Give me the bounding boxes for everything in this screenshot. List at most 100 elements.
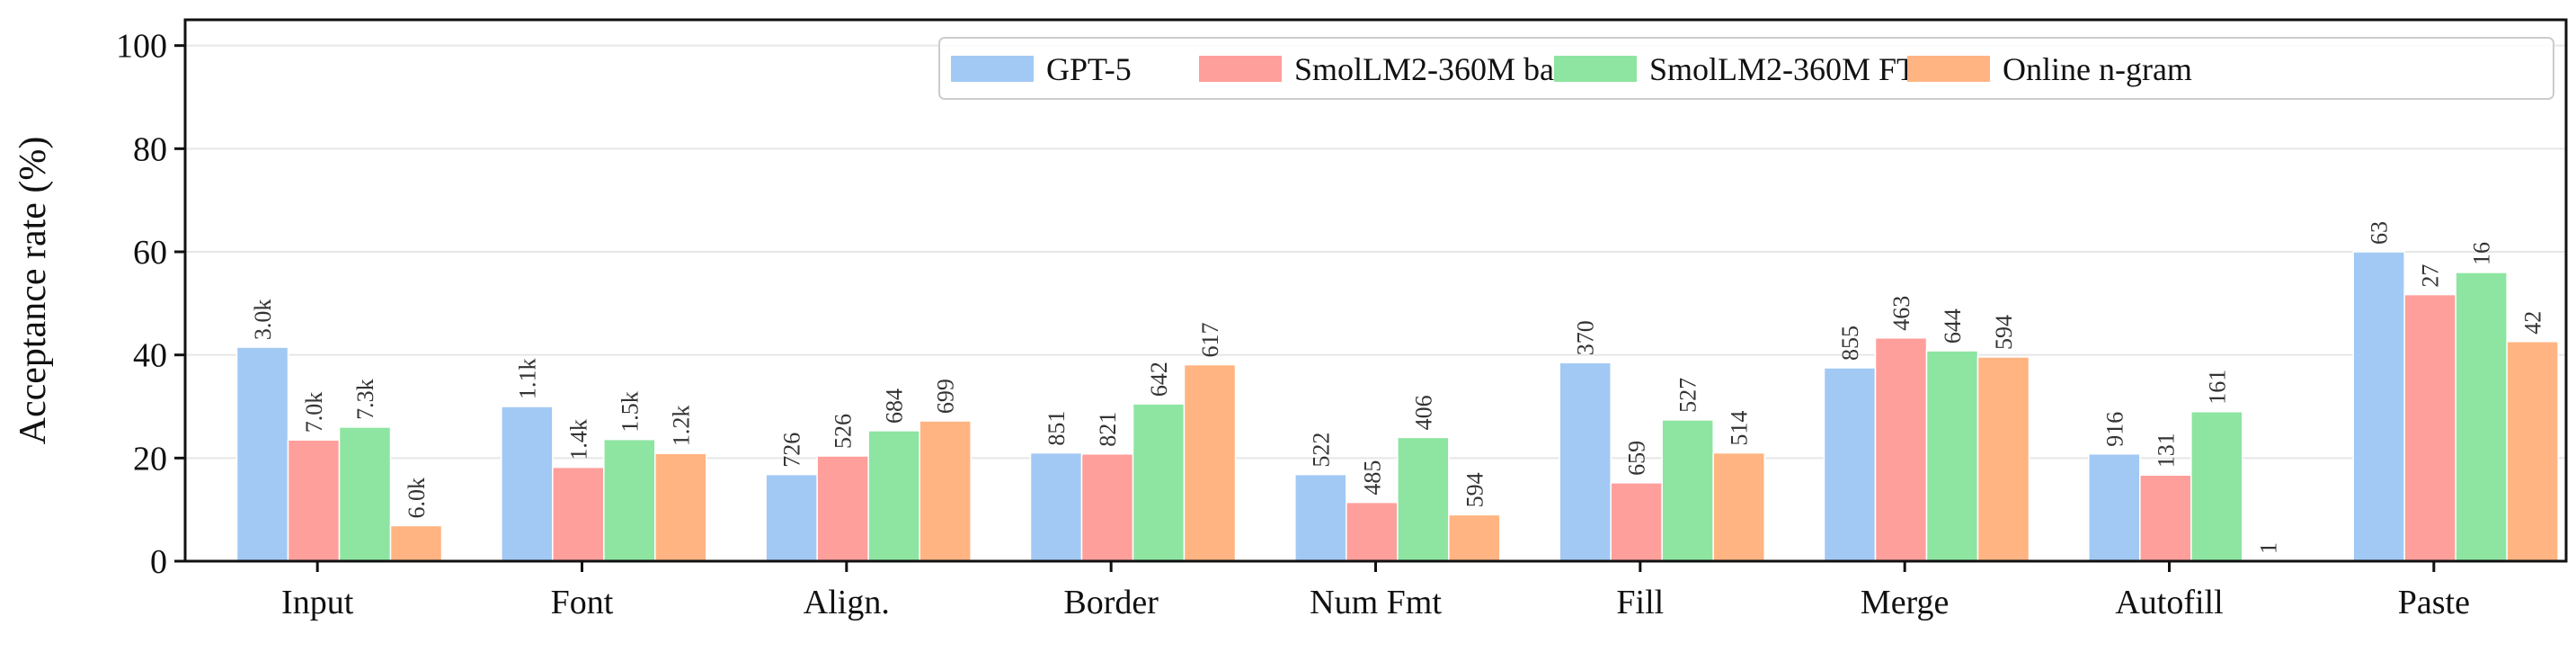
x-tick-label: Align. — [804, 584, 890, 621]
bar — [287, 439, 341, 562]
bar-value-label: 851 — [1044, 411, 1070, 446]
y-tick-label: 60 — [133, 234, 167, 272]
y-tick-label: 100 — [116, 28, 167, 66]
bar-value-label: 485 — [1359, 460, 1385, 496]
x-tick-label: Paste — [2398, 584, 2470, 621]
legend-swatch — [1907, 56, 1990, 82]
bar-value-label: 821 — [1095, 412, 1121, 447]
legend: GPT-5 SmolLM2-360M base SmolLM2-360M FT Onl… — [938, 37, 2554, 100]
bar — [1346, 501, 1399, 562]
bar-value-label: 855 — [1837, 326, 1863, 361]
bar — [2088, 452, 2141, 562]
bar — [654, 452, 707, 562]
bar — [1874, 336, 1928, 562]
bar — [1610, 482, 1663, 562]
x-tick-label: Autofill — [2115, 584, 2223, 621]
y-axis: 0 20 40 60 80 100 — [116, 28, 185, 581]
bar-value-label: 594 — [1461, 472, 1488, 507]
bar-value-label: 527 — [1675, 378, 1701, 413]
bar-value-label: 16 — [2469, 242, 2495, 265]
bar — [1397, 436, 1450, 562]
bar-value-label: 1 — [2255, 542, 2281, 554]
bar — [1712, 451, 1765, 562]
x-axis: Input Font Align. Border Num Fmt Fill Merge Aut… — [281, 561, 2470, 621]
bar-value-label: 514 — [1727, 411, 1753, 446]
bar — [2403, 293, 2456, 562]
bar-value-label: 161 — [2204, 370, 2230, 405]
bar-value-label: 617 — [1197, 323, 1223, 358]
legend-label: GPT-5 — [1046, 51, 1132, 87]
bar-value-label: 131 — [2153, 433, 2179, 468]
x-tick-label: Border — [1063, 584, 1159, 621]
bar-value-label: 526 — [831, 414, 857, 449]
bar-value-label: 7.3k — [352, 379, 378, 420]
y-tick-label: 20 — [133, 440, 167, 478]
bar-value-label: 684 — [882, 389, 908, 424]
bar — [1925, 350, 1979, 562]
x-tick-label: Merge — [1861, 584, 1950, 621]
bar — [1823, 367, 1877, 562]
bar — [2455, 272, 2508, 562]
bar — [816, 455, 869, 562]
bar-value-label: 3.0k — [250, 299, 276, 341]
bar-value-label: 1.5k — [617, 391, 643, 433]
data-labels: 3.0k 7.0k 7.3k 6.0k 1.1k 1.4k 1.5k 1.2k 726 526 68… — [250, 221, 2546, 554]
bar-value-label: 642 — [1146, 362, 1172, 397]
bar-value-label: 63 — [2367, 221, 2393, 245]
bar — [2139, 474, 2192, 562]
bar — [1559, 362, 1612, 562]
bar-value-label: 42 — [2520, 311, 2546, 335]
bar — [919, 420, 972, 562]
bar-value-label: 1.4k — [565, 419, 591, 460]
bar-value-label: 659 — [1624, 441, 1650, 476]
bar-value-label: 7.0k — [301, 392, 327, 433]
bar — [1029, 451, 1083, 562]
bar — [1132, 403, 1186, 562]
bar-value-label: 594 — [1991, 315, 2017, 350]
bar-value-label: 406 — [1410, 395, 1436, 430]
bar-value-label: 1.1k — [514, 359, 540, 400]
x-tick-label: Input — [281, 584, 354, 621]
bar — [1294, 473, 1347, 562]
bar-value-label: 916 — [2101, 412, 2127, 447]
bar-value-label: 6.0k — [404, 478, 430, 519]
bar — [1976, 356, 2030, 562]
bar — [2190, 410, 2243, 562]
bar — [1661, 419, 1714, 562]
bar — [501, 406, 554, 562]
y-tick-label: 0 — [150, 543, 167, 581]
bar — [2506, 341, 2559, 562]
bar — [1183, 363, 1237, 562]
legend-label: SmolLM2-360M FT — [1649, 51, 1916, 87]
legend-swatch — [951, 56, 1034, 82]
bar — [389, 524, 443, 562]
legend-swatch — [1554, 56, 1637, 82]
bar — [867, 430, 920, 562]
legend-label: SmolLM2-360M base — [1294, 51, 1581, 87]
x-tick-label: Font — [551, 584, 614, 621]
y-axis-title: Acceptance rate (%) — [13, 137, 54, 445]
bar — [235, 346, 289, 562]
bar-value-label: 726 — [779, 433, 805, 468]
y-tick-label: 40 — [133, 337, 167, 375]
bar — [2352, 251, 2405, 562]
bar-value-label: 699 — [933, 379, 959, 414]
bar-value-label: 644 — [1940, 308, 1966, 344]
bar-value-label: 522 — [1308, 433, 1334, 468]
bar-value-label: 370 — [1573, 320, 1599, 355]
bar — [1448, 514, 1501, 562]
legend-swatch — [1199, 56, 1282, 82]
bar — [1080, 452, 1134, 562]
bar — [765, 473, 818, 562]
bars — [235, 251, 2559, 562]
legend-label: Online n-gram — [2003, 51, 2192, 87]
y-tick-label: 80 — [133, 130, 167, 168]
x-tick-label: Fill — [1616, 584, 1664, 621]
legend-box — [938, 37, 2554, 100]
bar-value-label: 1.2k — [668, 406, 694, 447]
bar — [603, 438, 656, 562]
bar — [552, 466, 605, 562]
x-tick-label: Num Fmt — [1310, 584, 1442, 621]
bar — [338, 426, 392, 562]
